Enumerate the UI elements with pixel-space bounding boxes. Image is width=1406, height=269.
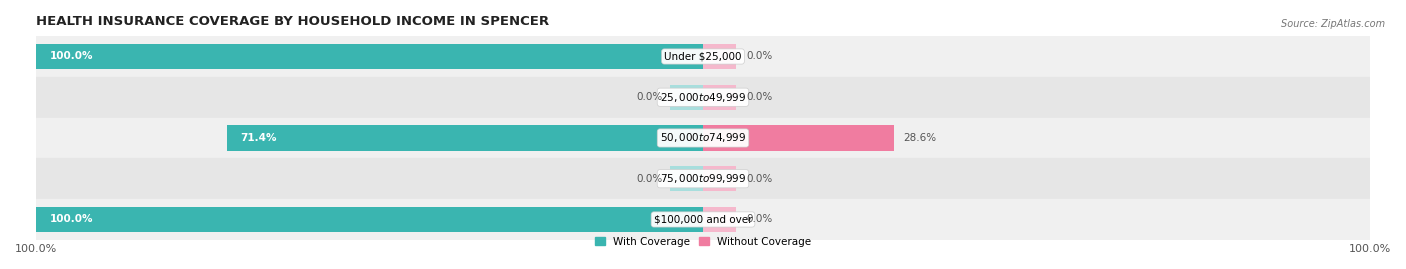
Text: 100.0%: 100.0% — [49, 214, 93, 224]
Text: Source: ZipAtlas.com: Source: ZipAtlas.com — [1281, 19, 1385, 29]
Text: 28.6%: 28.6% — [904, 133, 936, 143]
Legend: With Coverage, Without Coverage: With Coverage, Without Coverage — [591, 233, 815, 251]
Text: $100,000 and over: $100,000 and over — [654, 214, 752, 224]
Bar — [703, 44, 737, 69]
Bar — [703, 84, 737, 110]
Bar — [226, 125, 703, 151]
Bar — [37, 77, 1369, 118]
Text: HEALTH INSURANCE COVERAGE BY HOUSEHOLD INCOME IN SPENCER: HEALTH INSURANCE COVERAGE BY HOUSEHOLD I… — [37, 15, 550, 28]
Bar — [37, 199, 1369, 240]
Text: $50,000 to $74,999: $50,000 to $74,999 — [659, 132, 747, 144]
Text: 0.0%: 0.0% — [747, 51, 772, 62]
Text: $75,000 to $99,999: $75,000 to $99,999 — [659, 172, 747, 185]
Text: $25,000 to $49,999: $25,000 to $49,999 — [659, 91, 747, 104]
Text: 71.4%: 71.4% — [240, 133, 277, 143]
Bar — [37, 44, 703, 69]
Bar — [37, 36, 1369, 77]
Text: 0.0%: 0.0% — [747, 174, 772, 184]
Text: 0.0%: 0.0% — [637, 174, 664, 184]
Text: Under $25,000: Under $25,000 — [664, 51, 742, 62]
Bar — [37, 207, 703, 232]
Text: 0.0%: 0.0% — [747, 214, 772, 224]
Bar — [669, 84, 703, 110]
Bar — [37, 118, 1369, 158]
Text: 100.0%: 100.0% — [49, 51, 93, 62]
Text: 0.0%: 0.0% — [747, 92, 772, 102]
Bar — [37, 158, 1369, 199]
Bar — [703, 207, 737, 232]
Text: 0.0%: 0.0% — [637, 92, 664, 102]
Bar — [703, 166, 737, 191]
Bar — [703, 125, 894, 151]
Bar — [669, 166, 703, 191]
